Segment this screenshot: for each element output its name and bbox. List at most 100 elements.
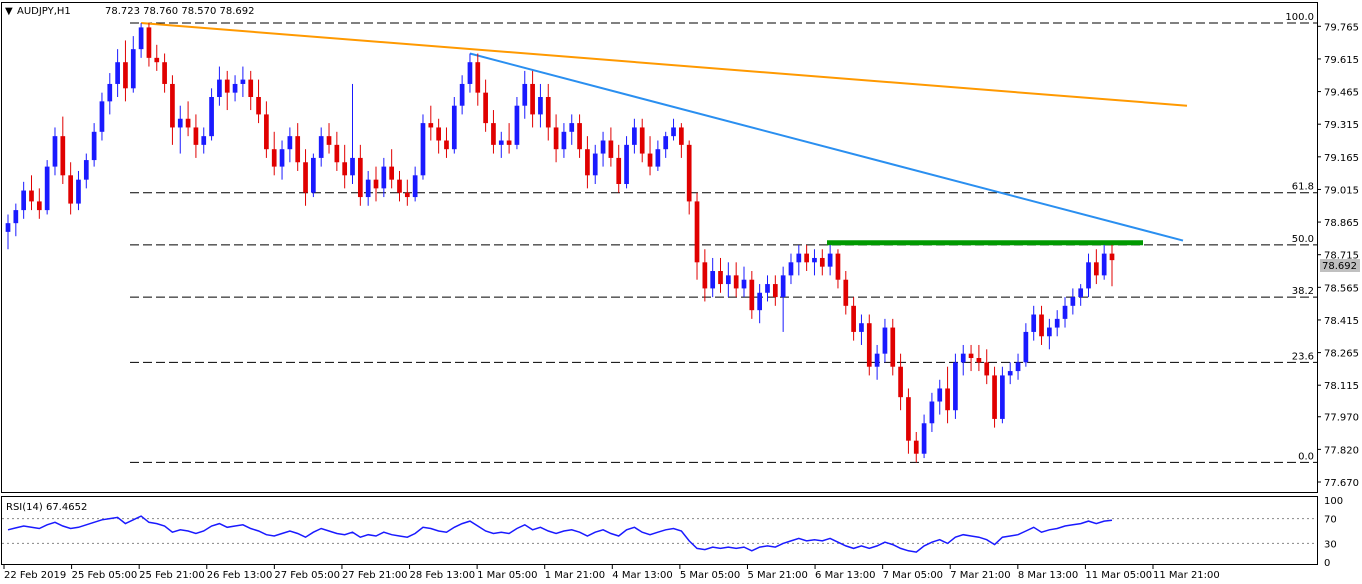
bull-candle (859, 323, 864, 332)
price-panel-frame (1, 2, 1318, 493)
bull-candle (671, 127, 676, 137)
bear-candle (185, 118, 191, 128)
bear-candle (1039, 314, 1044, 337)
price-tick-label: 79.465 (1324, 88, 1359, 99)
bear-candle (992, 375, 997, 419)
price-tick-label: 79.165 (1324, 153, 1359, 164)
bull-candle (209, 97, 214, 137)
bear-candle (303, 162, 308, 193)
bear-candle (851, 305, 856, 332)
bear-candle (866, 323, 872, 367)
bull-candle (1015, 362, 1021, 372)
bull-candle (232, 83, 238, 93)
bear-candle (36, 201, 42, 211)
bear-candle (976, 358, 982, 363)
time-axis: 22 Feb 2019 25 Feb 05:00 25 Feb 21:00 26 Fe… (3, 565, 1220, 581)
bull-candle (765, 284, 770, 293)
fib-level-label: 61.8 (1292, 182, 1314, 193)
bear-candle (123, 62, 128, 89)
time-tick-label: 22 Feb 2019 (4, 570, 66, 581)
collapse-arrow-icon[interactable]: ▼ (5, 6, 13, 17)
bear-candle (984, 362, 990, 376)
bull-candle (624, 144, 629, 185)
bull-candle (1047, 327, 1052, 337)
bull-candle (1078, 288, 1084, 298)
bull-candle (1086, 262, 1091, 289)
price-tick-label: 79.765 (1324, 22, 1359, 33)
bear-candle (577, 123, 582, 150)
price-tick-label: 77.670 (1324, 478, 1359, 489)
price-tick-label: 78.865 (1324, 218, 1359, 229)
bear-candle (749, 279, 755, 311)
bull-candle (177, 118, 183, 128)
bear-candle (702, 262, 708, 289)
fibonacci-levels: 100.0 61.8 50.0 38.2 23.6 0.0 (130, 12, 1317, 463)
bear-candle (404, 192, 410, 198)
bear-candle (772, 284, 778, 298)
candlesticks (5, 23, 1115, 463)
bear-candle (530, 83, 535, 115)
rsi-panel-frame (1, 496, 1318, 565)
time-tick-label: 5 Mar 05:00 (680, 570, 740, 581)
bear-candle (733, 275, 739, 289)
bear-candle (357, 157, 363, 198)
bear-candle (686, 144, 692, 202)
time-tick-label: 11 Mar 21:00 (1153, 570, 1220, 581)
bear-candle (694, 201, 700, 263)
time-tick-label: 25 Feb 05:00 (72, 570, 138, 581)
price-axis: 79.765 79.615 79.465 79.315 79.165 79.015 78.8… (1317, 22, 1359, 489)
bull-candle (451, 105, 457, 150)
time-tick-label: 1 Mar 21:00 (545, 570, 605, 581)
bear-candle (835, 253, 841, 280)
bear-candle (154, 57, 160, 63)
bear-candle (326, 136, 332, 145)
price-tick-label: 78.265 (1324, 349, 1359, 360)
bull-candle (130, 49, 136, 89)
bull-candle (1007, 371, 1013, 376)
bull-candle (921, 423, 927, 454)
bear-candle (506, 140, 512, 145)
bull-candle (812, 257, 817, 263)
rsi-axis-label: 100 (1324, 496, 1343, 507)
bear-candle (146, 27, 152, 58)
bull-candle (107, 83, 113, 102)
time-tick-label: 27 Feb 05:00 (274, 570, 340, 581)
bull-candle (83, 160, 89, 180)
time-tick-label: 7 Mar 05:00 (883, 570, 943, 581)
bear-candle (819, 257, 825, 267)
blue-trendline (469, 52, 1184, 242)
time-tick-label: 8 Mar 13:00 (1018, 570, 1078, 581)
bull-candle (201, 136, 207, 145)
rsi-axis-label: 0 (1324, 558, 1330, 569)
bear-candle (553, 127, 559, 150)
fib-level-label: 23.6 (1292, 351, 1314, 362)
bear-candle (334, 144, 340, 163)
price-tick-label: 79.615 (1324, 55, 1359, 66)
price-tick-label: 79.315 (1324, 120, 1359, 131)
bear-candle (397, 179, 402, 193)
bull-candle (13, 210, 19, 224)
bear-candle (913, 440, 919, 454)
bull-candle (21, 190, 27, 211)
bear-candle (945, 388, 950, 411)
rsi-line (7, 515, 1113, 553)
bull-candle (459, 83, 465, 106)
bull-candle (937, 388, 943, 402)
time-tick-label: 25 Feb 21:00 (139, 570, 205, 581)
bull-candle (788, 262, 794, 276)
bull-candle (953, 362, 958, 411)
bull-candle (632, 127, 637, 145)
fib-level-label: 50.0 (1292, 234, 1314, 245)
bull-candle (757, 292, 763, 311)
time-tick-label: 11 Mar 05:00 (1085, 570, 1152, 581)
bull-candle (561, 131, 567, 150)
bear-candle (475, 62, 481, 93)
price-tick-label: 77.820 (1324, 445, 1359, 456)
bull-candle (498, 140, 504, 145)
bear-candle (224, 79, 230, 93)
bull-candle (5, 223, 11, 232)
bull-candle (44, 166, 50, 211)
bear-candle (639, 127, 645, 154)
bear-candle (170, 83, 175, 128)
price-tick-label: 78.715 (1324, 251, 1359, 262)
